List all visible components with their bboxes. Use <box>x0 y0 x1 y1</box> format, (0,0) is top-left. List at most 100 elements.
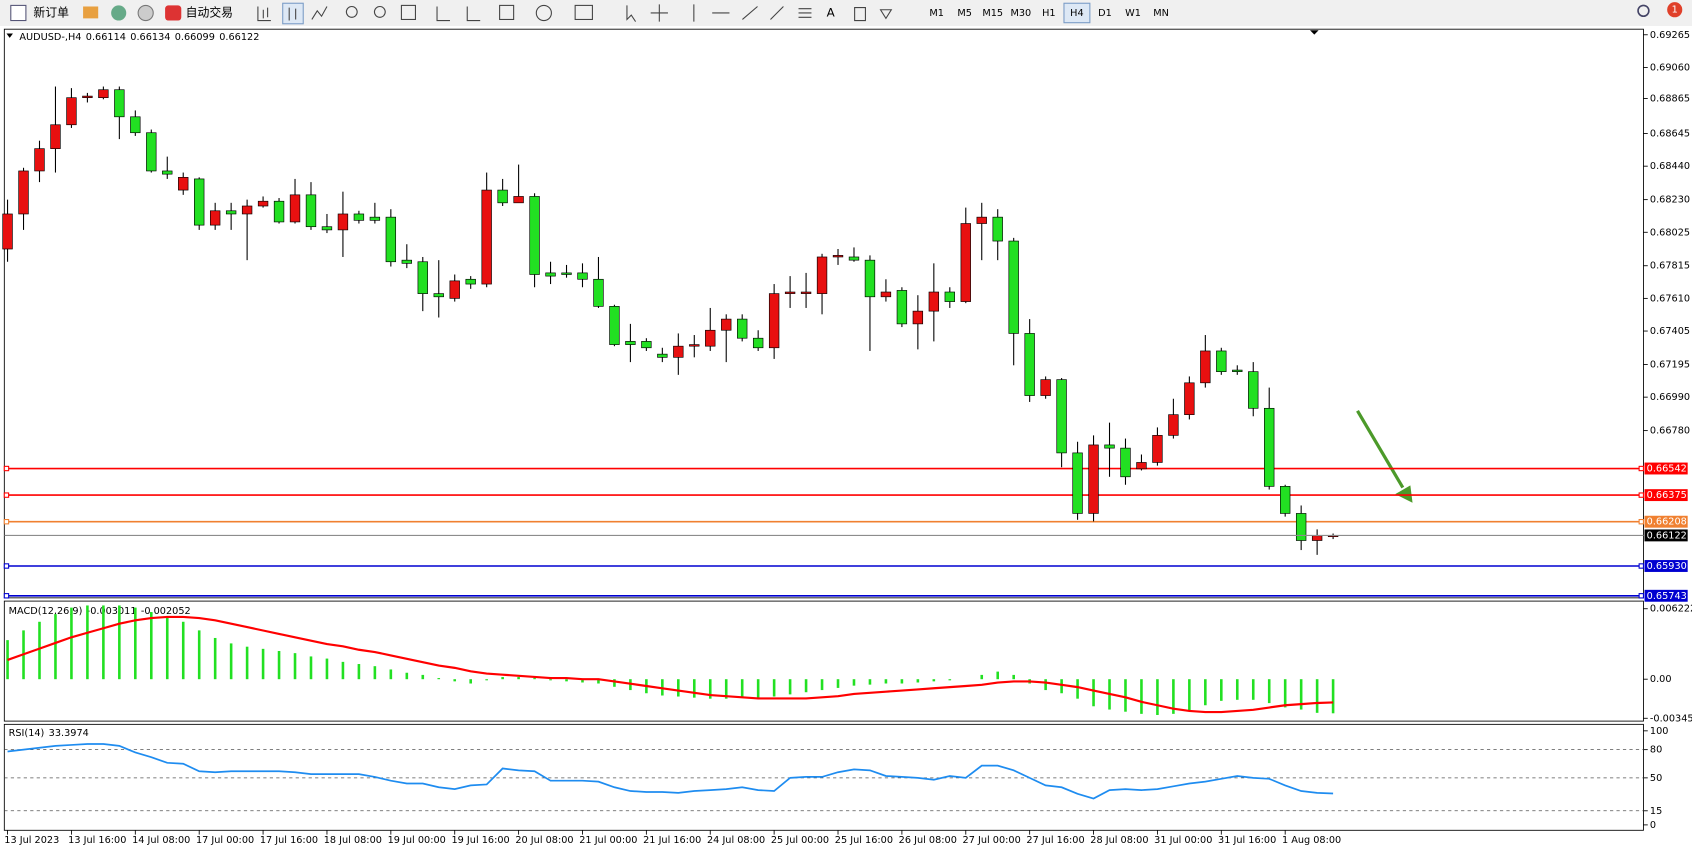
level-handle <box>3 519 10 525</box>
x-tick-label: 28 Jul 08:00 <box>1090 835 1148 846</box>
search-icon[interactable] <box>1637 4 1650 18</box>
timeframe-button[interactable]: W1 <box>1125 8 1141 19</box>
macd-bar <box>485 679 488 681</box>
macd-bar <box>1251 679 1255 700</box>
new-order-icon[interactable] <box>10 4 27 22</box>
candle-body <box>864 259 876 298</box>
macd-bar <box>948 679 952 681</box>
candle-body <box>1088 444 1099 514</box>
candle-body <box>1152 435 1163 463</box>
macd-bar <box>1092 679 1095 707</box>
timeframe-button[interactable]: M15 <box>982 8 1003 19</box>
level-label-bg <box>1644 462 1688 475</box>
indicator-value: -0.002052 <box>141 606 191 617</box>
candle-chart-button-active[interactable] <box>282 2 304 25</box>
candle-body <box>944 291 955 302</box>
symbol-title: AUDUSD-,H4 <box>19 32 81 43</box>
macd-bar <box>149 612 153 680</box>
macd-bar <box>788 679 792 695</box>
macd-bar <box>724 679 728 699</box>
macd-bar <box>181 621 185 680</box>
toolbar-icon[interactable] <box>83 6 99 19</box>
candle-body <box>34 148 45 172</box>
candle-body <box>98 89 109 99</box>
rsi-line <box>7 743 1334 800</box>
macd-bar <box>405 672 409 680</box>
text-tool[interactable]: A <box>827 5 836 19</box>
shift-icon[interactable] <box>436 6 481 22</box>
macd-bar <box>118 605 121 680</box>
candle-body <box>417 261 428 294</box>
toolbar: 新订单 自动交易 A M1 M5 M15 M30 H1 H4 D1 W1 MN 1 <box>0 0 1692 26</box>
toolbar-icon[interactable] <box>111 5 127 21</box>
level-label: 0.66542 <box>1647 464 1687 475</box>
candle-chart-icon[interactable] <box>288 7 297 21</box>
candle-body <box>737 318 748 339</box>
candle-body <box>625 341 636 345</box>
level-label-bg <box>1644 489 1688 502</box>
signal-line <box>7 615 1334 714</box>
macd-bar <box>804 679 808 693</box>
macd-bar <box>517 677 520 680</box>
candle-body <box>1280 486 1291 514</box>
line-chart-icon[interactable] <box>311 6 328 20</box>
y-tick-label: 0.68025 <box>1650 227 1690 238</box>
current-price-label: 0.66122 <box>1647 530 1687 541</box>
new-order-button[interactable]: 新订单 <box>33 5 69 19</box>
y-tick-label: 0.67815 <box>1650 261 1690 272</box>
notification-badge[interactable] <box>1667 2 1683 18</box>
y-tick-label: 0.69060 <box>1650 62 1690 73</box>
timeframe-button[interactable]: M30 <box>1010 8 1031 19</box>
zoom-in-icon[interactable] <box>345 5 358 18</box>
y-tick-label: 0.00 <box>1650 674 1672 685</box>
candle-body <box>816 256 828 294</box>
x-tick-label: 24 Jul 08:00 <box>707 835 765 846</box>
candle-body <box>561 272 572 275</box>
candle-body <box>832 255 844 258</box>
candle-body <box>960 223 971 302</box>
timeframe-button[interactable]: MN <box>1153 8 1169 19</box>
timeframe-button[interactable]: M5 <box>957 8 972 19</box>
candle-body <box>1104 444 1115 449</box>
x-tick-label: 27 Jul 00:00 <box>963 835 1021 846</box>
macd-bar <box>772 679 776 697</box>
macd-bar <box>1060 679 1063 694</box>
current-price-bg <box>1644 529 1688 542</box>
y-tick-label: 50 <box>1650 773 1662 784</box>
macd-bar <box>421 674 425 680</box>
periods-icon[interactable] <box>535 4 552 22</box>
x-tick-label: 14 Jul 08:00 <box>132 835 190 846</box>
candle-body <box>1232 369 1243 372</box>
drawing-tools[interactable] <box>854 7 893 22</box>
x-tick-label: 27 Jul 16:00 <box>1026 835 1084 846</box>
macd-bar <box>261 648 265 680</box>
candle-body <box>225 210 237 215</box>
candle-body <box>641 341 652 349</box>
x-tick-label: 21 Jul 16:00 <box>643 835 701 846</box>
candle-body <box>1040 379 1051 396</box>
y-tick-label: 0.69265 <box>1650 30 1690 41</box>
timeframe-button[interactable]: D1 <box>1098 8 1112 19</box>
y-tick-label: 0.006222 <box>1650 604 1692 615</box>
timeframe-button[interactable]: M1 <box>929 8 944 19</box>
y-tick-label: 0.66780 <box>1650 426 1690 437</box>
timeframe-button[interactable]: H4 <box>1070 8 1083 19</box>
macd-bar <box>373 666 377 680</box>
candle-body <box>928 291 940 312</box>
auto-trading-icon[interactable] <box>165 5 182 21</box>
macd-bar <box>70 607 73 680</box>
candle-body <box>768 293 780 349</box>
macd-bar <box>692 679 696 698</box>
timeframe-button[interactable]: H1 <box>1042 8 1055 19</box>
indicators-icon[interactable] <box>499 4 515 21</box>
y-tick-label: 80 <box>1650 745 1662 756</box>
toolbar-icon[interactable] <box>137 4 154 22</box>
tile-icon[interactable] <box>400 4 416 21</box>
templates-icon[interactable] <box>574 4 593 21</box>
zoom-out-icon[interactable] <box>373 5 386 18</box>
auto-trading-button[interactable]: 自动交易 <box>186 5 233 19</box>
bar-chart-icon[interactable] <box>257 6 271 22</box>
candle-body <box>912 310 924 325</box>
y-tick-label: 100 <box>1650 726 1669 737</box>
drawing-tools[interactable] <box>626 4 812 22</box>
